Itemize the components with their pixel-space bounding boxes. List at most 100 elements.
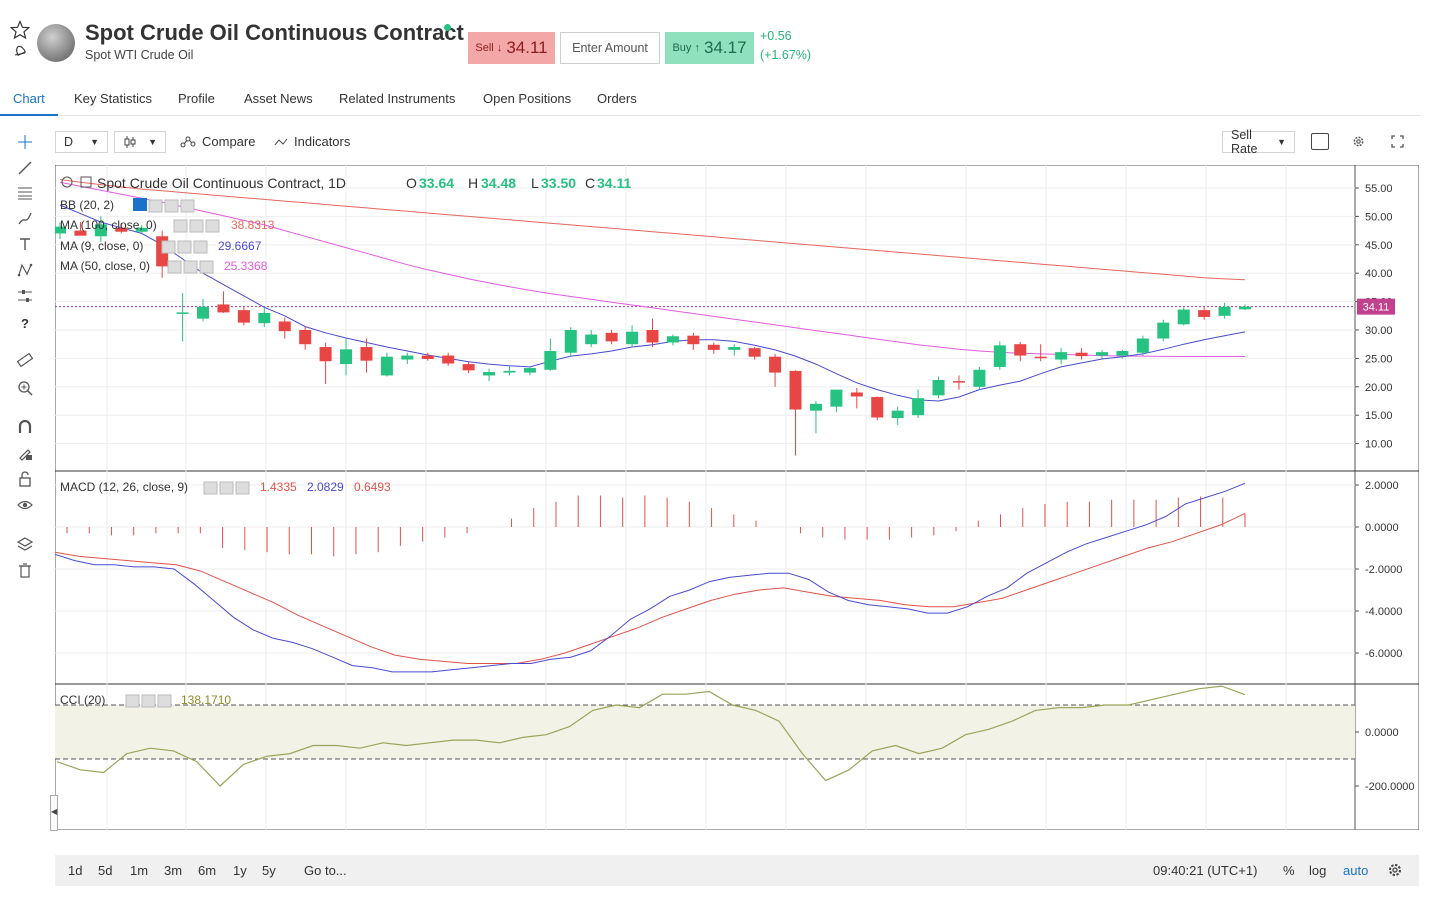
candle-body [176,312,189,314]
eye-icon[interactable] [17,497,33,513]
tab-open-positions[interactable]: Open Positions [483,91,572,106]
ohlc-close-value: 34.11 [597,175,631,191]
candle-body [728,347,741,350]
active-tab-indicator [0,114,58,116]
candlestick-icon [124,136,136,148]
tab-related-instruments[interactable]: Related Instruments [339,91,456,106]
price-chart[interactable]: Mar6121824Apr7142024May713192555.0050.00… [55,165,1419,830]
buy-label: Buy ↑ [672,42,700,54]
candle-body [585,334,598,345]
collapse-icon [61,176,73,188]
percent-scale-toggle[interactable]: % [1283,863,1295,878]
layers-icon[interactable] [17,536,33,552]
price-axis-label: 30.00 [1365,325,1393,337]
candle-body [278,321,291,332]
interval-value: D [64,135,74,149]
candle-body [912,398,925,416]
indicators-button[interactable]: Indicators [274,134,350,149]
candle-body [952,381,965,383]
macd-value-1: 1.4335 [260,480,297,494]
indicators-icon [274,138,288,145]
range-6m[interactable]: 6m [198,863,217,878]
range-1d[interactable]: 1d [68,863,83,878]
ohlc-open-label: O [406,175,417,191]
macd-control-icon [203,481,218,495]
log-scale-toggle[interactable]: log [1309,863,1327,878]
amount-input[interactable]: Enter Amount [560,32,660,64]
bell-icon[interactable] [12,42,28,58]
lock-icon[interactable] [17,471,33,487]
candle-body [523,368,536,373]
range-1m[interactable]: 1m [130,863,149,878]
compare-button[interactable]: Compare [180,134,255,149]
candle-body [707,344,720,350]
magnet-icon[interactable] [17,419,33,435]
price-axis-label: 15.00 [1365,410,1393,422]
crosshair-icon[interactable] [17,134,33,150]
range-3m[interactable]: 3m [164,863,183,878]
macd-axis-label: -2.0000 [1365,564,1402,576]
chevron-down-icon: ▼ [148,137,157,147]
auto-scale-toggle[interactable]: auto [1343,863,1369,878]
ma100-line [59,179,1246,281]
price-axis-label: 40.00 [1365,268,1393,280]
candle-body [299,330,312,345]
trash-icon[interactable] [17,562,33,578]
ohlc-high-label: H [468,175,478,191]
ma50-control-icon [183,260,198,274]
rate-select[interactable]: Sell Rate ▼ [1222,128,1295,156]
pattern-icon[interactable] [17,262,33,278]
price-axis-label: 55.00 [1365,183,1393,195]
candle-body [135,227,148,232]
tab-chart[interactable]: Chart [13,91,45,106]
interval-select[interactable]: D ▼ [55,131,108,153]
candle-body [1014,344,1027,356]
range-5y[interactable]: 5y [262,863,276,878]
candle-body [237,310,250,323]
range-1y[interactable]: 1y [233,863,247,878]
tab-profile[interactable]: Profile [178,91,215,106]
sell-button[interactable]: Sell ↓ 34.11 [468,32,555,64]
fib-icon[interactable] [17,185,33,201]
range-5d[interactable]: 5d [98,863,113,878]
tab-asset-news[interactable]: Asset News [244,91,313,106]
trend-line-icon[interactable] [17,160,33,176]
cci-line [56,685,1246,787]
help-icon[interactable]: ? [21,316,29,331]
clock: 09:40:21 (UTC+1) [1153,863,1258,878]
candle-body [1239,306,1251,310]
macd-line [55,482,1246,673]
lock-drawing-icon[interactable] [17,445,33,461]
candle-body [830,389,843,407]
scroll-handle[interactable]: ◀ [50,795,58,831]
goto-button[interactable]: Go to... [304,863,347,878]
candle-body [401,355,414,360]
ruler-icon[interactable] [17,352,33,368]
zoom-icon[interactable] [17,380,33,396]
cci-legend: CCI (20) [60,693,105,707]
candle-body [94,224,107,237]
fullscreen-icon[interactable] [1391,135,1404,148]
instrument-subtitle: Spot WTI Crude Oil [85,48,194,62]
forecast-icon[interactable] [17,288,33,304]
tab-orders[interactable]: Orders [597,91,637,106]
tab-key-statistics[interactable]: Key Statistics [74,91,153,106]
star-icon[interactable] [10,20,30,40]
cci-axis-label: -200.0000 [1365,781,1415,793]
candle-body [360,347,373,361]
candle-body [850,392,863,397]
compare-label: Compare [202,134,256,149]
brush-icon[interactable] [17,210,33,226]
candle-body [687,335,700,345]
gear-icon[interactable] [1351,134,1366,149]
buy-button[interactable]: Buy ↑ 34.17 [665,32,754,64]
screenshot-icon[interactable] [1311,133,1329,150]
text-icon[interactable] [17,236,33,252]
candle-body [891,410,904,419]
settings-gear-icon[interactable] [1387,862,1403,878]
compare-icon [180,136,196,147]
macd-value-3: 0.6493 [354,480,391,494]
chart-type-select[interactable]: ▼ [114,131,166,153]
candle-body [1218,306,1231,316]
ma9-control-icon [161,240,176,254]
